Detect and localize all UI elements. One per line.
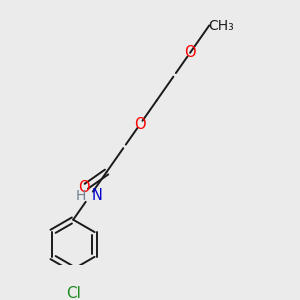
Text: N: N [91, 188, 102, 203]
Text: H: H [76, 189, 86, 203]
Text: O: O [184, 45, 196, 60]
Text: O: O [134, 117, 146, 132]
Text: O: O [78, 180, 90, 195]
Text: CH₃: CH₃ [208, 19, 234, 33]
Text: Cl: Cl [66, 286, 81, 300]
